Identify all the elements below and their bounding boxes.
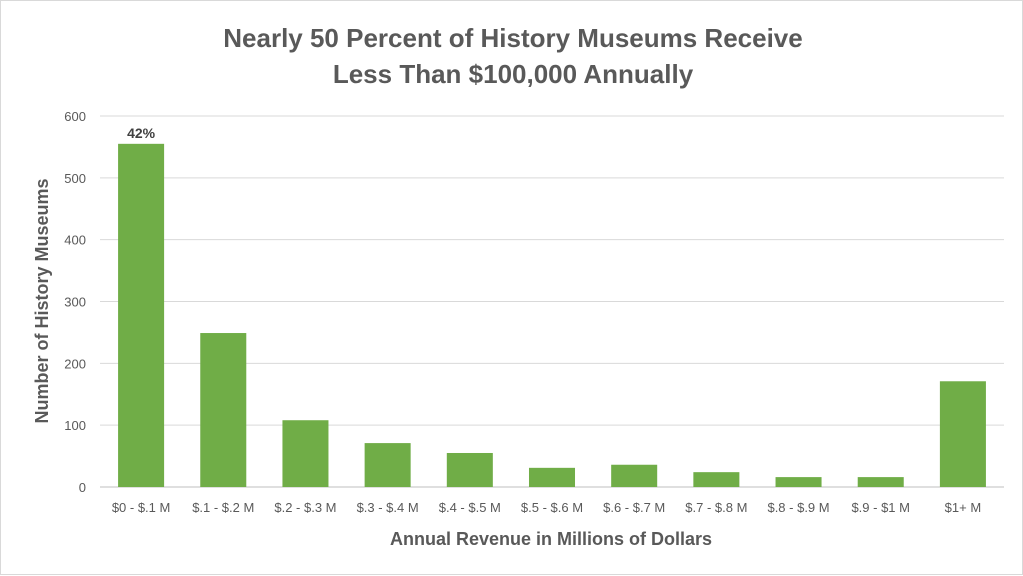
bar: [611, 464, 658, 487]
bar: [364, 443, 411, 487]
y-axis-title: Number of History Museums: [32, 178, 52, 423]
y-tick-label: 0: [79, 480, 86, 495]
y-tick-label: 200: [64, 356, 86, 371]
data-label: 42%: [127, 125, 156, 141]
bar: [693, 472, 740, 487]
bar: [200, 333, 247, 487]
y-tick-label: 600: [64, 109, 86, 124]
x-tick-label: $.3 - $.4 M: [357, 500, 419, 515]
x-tick-label: $.8 - $.9 M: [767, 500, 829, 515]
x-tick-label: $0 - $.1 M: [112, 500, 171, 515]
chart-title-line-1: Nearly 50 Percent of History Museums Rec…: [223, 23, 802, 53]
x-tick-label: $.5 - $.6 M: [521, 500, 583, 515]
bar: [446, 452, 493, 487]
x-tick-label: $.4 - $.5 M: [439, 500, 501, 515]
chart-title-line-2: Less Than $100,000 Annually: [333, 59, 694, 89]
bar: [857, 477, 904, 487]
y-tick-label: 100: [64, 418, 86, 433]
y-tick-label: 400: [64, 233, 86, 248]
y-tick-label: 500: [64, 171, 86, 186]
y-tick-label: 300: [64, 295, 86, 310]
bar: [528, 467, 576, 487]
x-tick-label: $.9 - $1 M: [851, 500, 910, 515]
x-tick-label: $.2 - $.3 M: [274, 500, 336, 515]
x-tick-label: $.6 - $.7 M: [603, 500, 665, 515]
bar: [282, 420, 329, 487]
x-tick-label: $1+ M: [945, 500, 982, 515]
x-axis-title: Annual Revenue in Millions of Dollars: [390, 529, 712, 549]
x-tick-label: $.7 - $.8 M: [685, 500, 747, 515]
bar: [775, 477, 822, 487]
bar: [118, 143, 165, 487]
x-tick-label: $.1 - $.2 M: [192, 500, 254, 515]
bar: [939, 381, 986, 487]
